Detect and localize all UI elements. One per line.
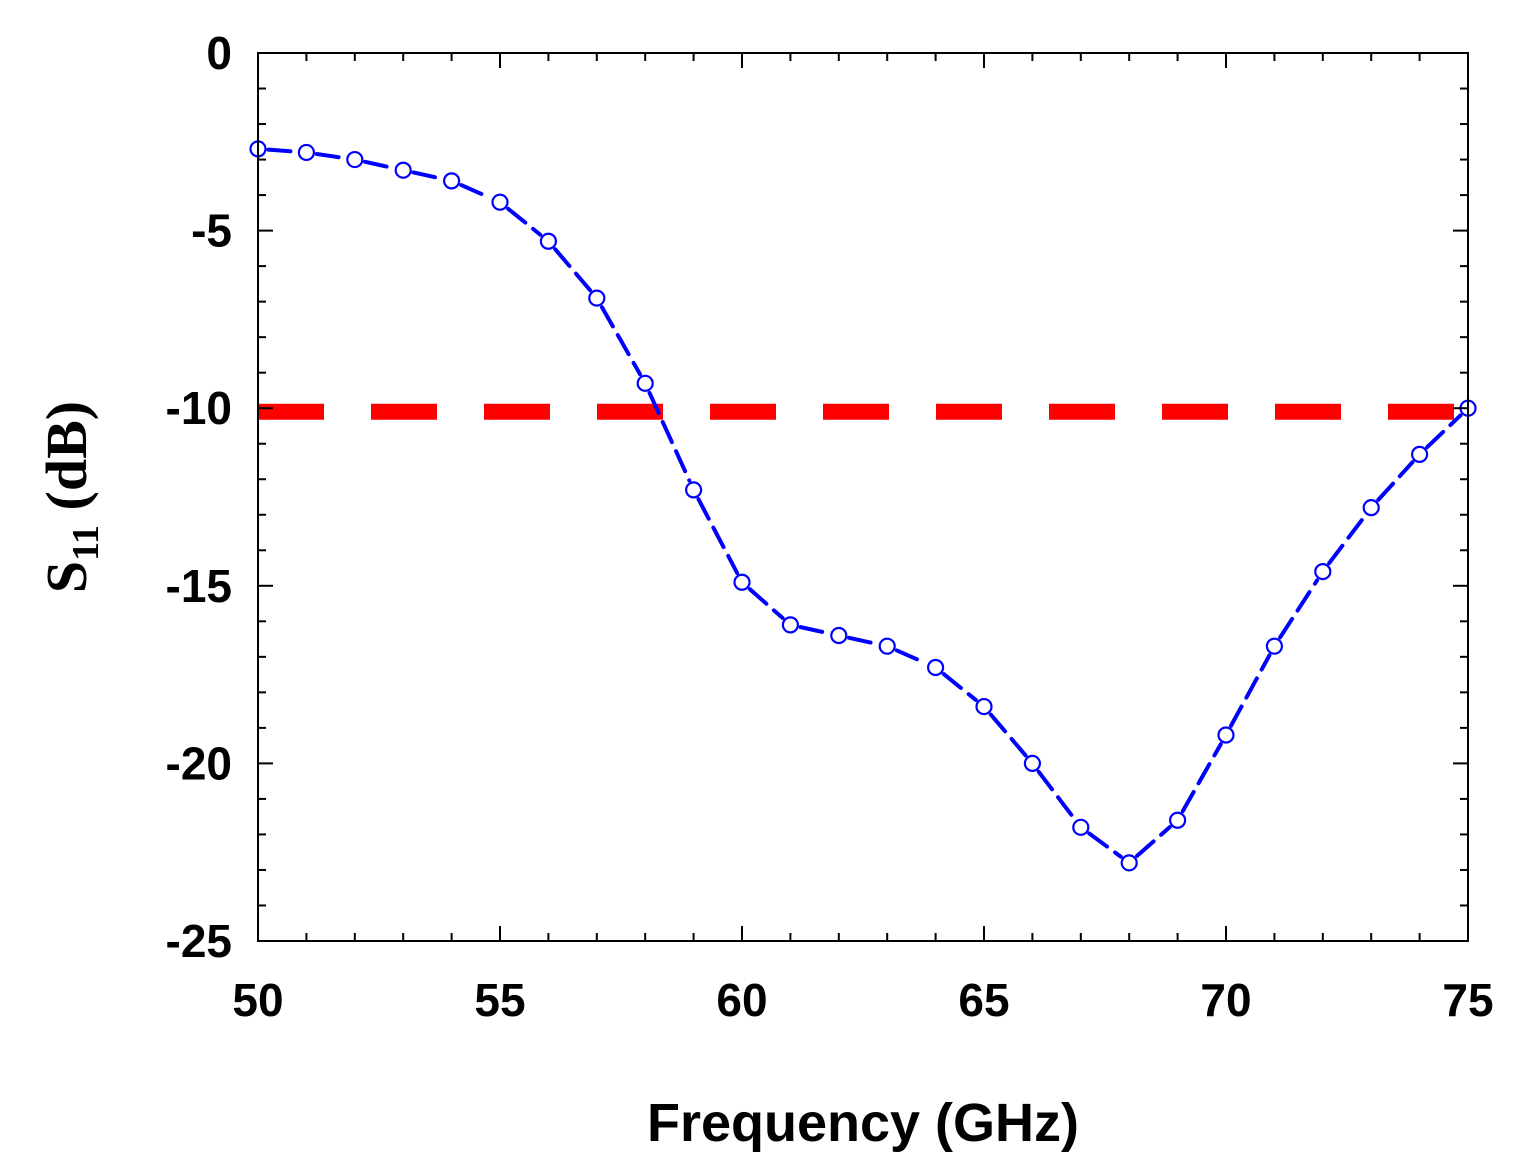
x-tick-label: 50 xyxy=(232,974,283,1026)
plot-frame xyxy=(257,52,1469,942)
x-tick-labels: 50 55 60 65 70 75 xyxy=(232,974,1493,1026)
ticks-layer xyxy=(257,52,1469,942)
series-segment xyxy=(1278,578,1320,640)
data-point xyxy=(830,626,848,645)
data-point xyxy=(781,616,800,634)
y-axis-title-unit: (dB) xyxy=(34,401,99,525)
data-point xyxy=(1168,811,1187,829)
series-segment xyxy=(1180,742,1223,814)
y-tick-label: -25 xyxy=(166,915,232,967)
data-point xyxy=(1362,499,1380,517)
x-tick-label: 75 xyxy=(1442,974,1493,1026)
x-axis-title: Frequency (GHz) xyxy=(647,1093,1079,1153)
y-tick-label: -15 xyxy=(166,560,232,612)
data-point xyxy=(733,573,751,591)
x-tick-label: 65 xyxy=(958,974,1009,1026)
series-segment xyxy=(696,497,740,575)
series-segment xyxy=(599,305,643,377)
series-segment xyxy=(1229,653,1272,728)
y-axis-title-main: S xyxy=(34,561,99,593)
data-point xyxy=(1072,818,1090,836)
series-segment xyxy=(941,672,978,702)
data-point xyxy=(491,193,509,211)
series-segment xyxy=(314,151,347,161)
x-tick-label: 70 xyxy=(1200,974,1251,1026)
data-point xyxy=(975,697,993,716)
data-point xyxy=(636,374,654,392)
series-segment xyxy=(411,170,444,181)
series-segment xyxy=(1376,460,1415,502)
series-segment xyxy=(459,183,493,200)
series-segment xyxy=(1036,769,1077,821)
x-tick-label: 60 xyxy=(716,974,767,1026)
series-layer xyxy=(249,140,1477,872)
y-tick-label: 0 xyxy=(206,27,232,79)
series-segment xyxy=(1327,514,1367,566)
data-point xyxy=(394,161,412,179)
y-axis-title: S11 (dB) xyxy=(34,401,107,593)
data-point xyxy=(297,143,315,162)
y-tick-label: -20 xyxy=(166,737,232,789)
data-point xyxy=(346,150,364,169)
data-point xyxy=(1265,637,1284,655)
x-tick-label: 55 xyxy=(474,974,525,1026)
series-segment xyxy=(847,635,879,646)
data-point xyxy=(684,481,703,499)
data-point xyxy=(1217,726,1235,744)
data-point xyxy=(443,172,461,190)
series-segment xyxy=(747,587,785,620)
y-tick-labels: 0 -5 -10 -15 -20 -25 xyxy=(166,27,232,967)
data-point xyxy=(539,232,558,250)
y-tick-label: -5 xyxy=(191,205,232,257)
series-segment xyxy=(363,159,395,170)
data-point xyxy=(1314,562,1332,581)
data-point xyxy=(1023,754,1042,773)
data-point xyxy=(588,289,606,307)
data-point xyxy=(1120,854,1138,872)
data-point xyxy=(878,637,896,655)
series-segment xyxy=(1135,825,1172,858)
data-point xyxy=(926,658,945,677)
data-point xyxy=(1410,445,1429,463)
series-segment xyxy=(894,648,928,666)
series-segment xyxy=(506,206,543,237)
series-segment xyxy=(988,712,1028,758)
series-segment xyxy=(266,147,298,154)
series-segment xyxy=(1087,831,1123,859)
series-segment xyxy=(798,625,831,636)
y-axis-title-sub: 11 xyxy=(65,525,107,561)
series-segment xyxy=(553,247,592,293)
series-segment xyxy=(647,390,692,483)
y-tick-label: -10 xyxy=(166,382,232,434)
series-segment xyxy=(1425,413,1463,450)
